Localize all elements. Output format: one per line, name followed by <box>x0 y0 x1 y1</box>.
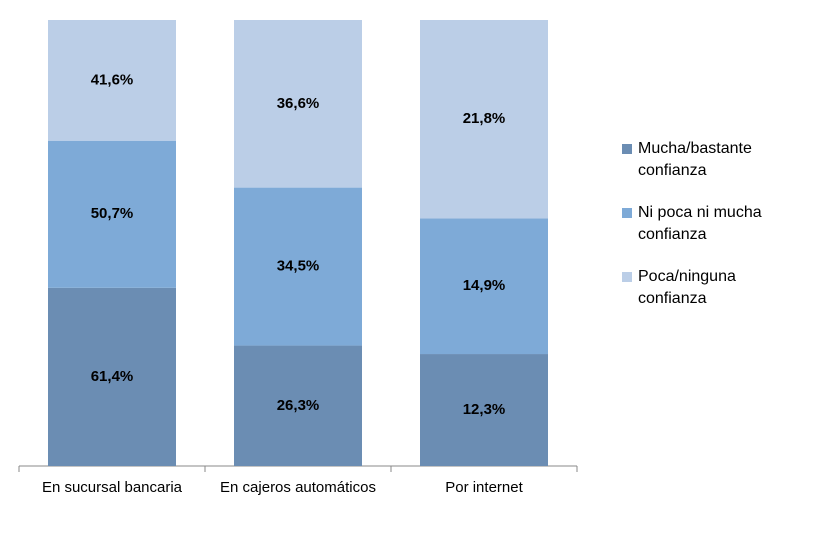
legend-label: Poca/ninguna confianza <box>638 268 736 307</box>
value-label: 50,7% <box>91 205 134 222</box>
value-label: 14,9% <box>463 277 506 294</box>
bar-segment <box>234 187 362 346</box>
bar-segment <box>48 287 176 466</box>
legend-entry: Ni poca ni mucha confianza <box>622 202 792 246</box>
value-label: 61,4% <box>91 368 134 385</box>
bar-segment <box>48 140 176 288</box>
x-tick-label: En sucursal bancaria <box>42 479 183 496</box>
legend-swatch <box>622 272 632 282</box>
legend-entry: Poca/ninguna confianza <box>622 266 792 310</box>
legend-entry: Mucha/bastante confianza <box>622 138 792 182</box>
value-label: 34,5% <box>277 258 320 275</box>
bar-segment <box>234 20 362 188</box>
bar-segment <box>48 20 176 141</box>
value-label: 21,8% <box>463 110 506 127</box>
x-tick-label: Por internet <box>445 479 523 496</box>
legend-label: Mucha/bastante confianza <box>638 140 752 179</box>
bar-segment <box>234 345 362 466</box>
bar-segment <box>420 354 548 466</box>
bar-segment <box>420 20 548 219</box>
value-label: 26,3% <box>277 397 320 414</box>
legend-swatch <box>622 144 632 154</box>
value-label: 36,6% <box>277 95 320 112</box>
bar-segment <box>420 218 548 355</box>
value-label: 12,3% <box>463 401 506 418</box>
x-tick-label: En cajeros automáticos <box>220 479 376 496</box>
legend-label: Ni poca ni mucha confianza <box>638 204 762 243</box>
legend: Mucha/bastante confianza Ni poca ni mucha… <box>622 138 792 330</box>
legend-swatch <box>622 208 632 218</box>
value-label: 41,6% <box>91 71 134 88</box>
